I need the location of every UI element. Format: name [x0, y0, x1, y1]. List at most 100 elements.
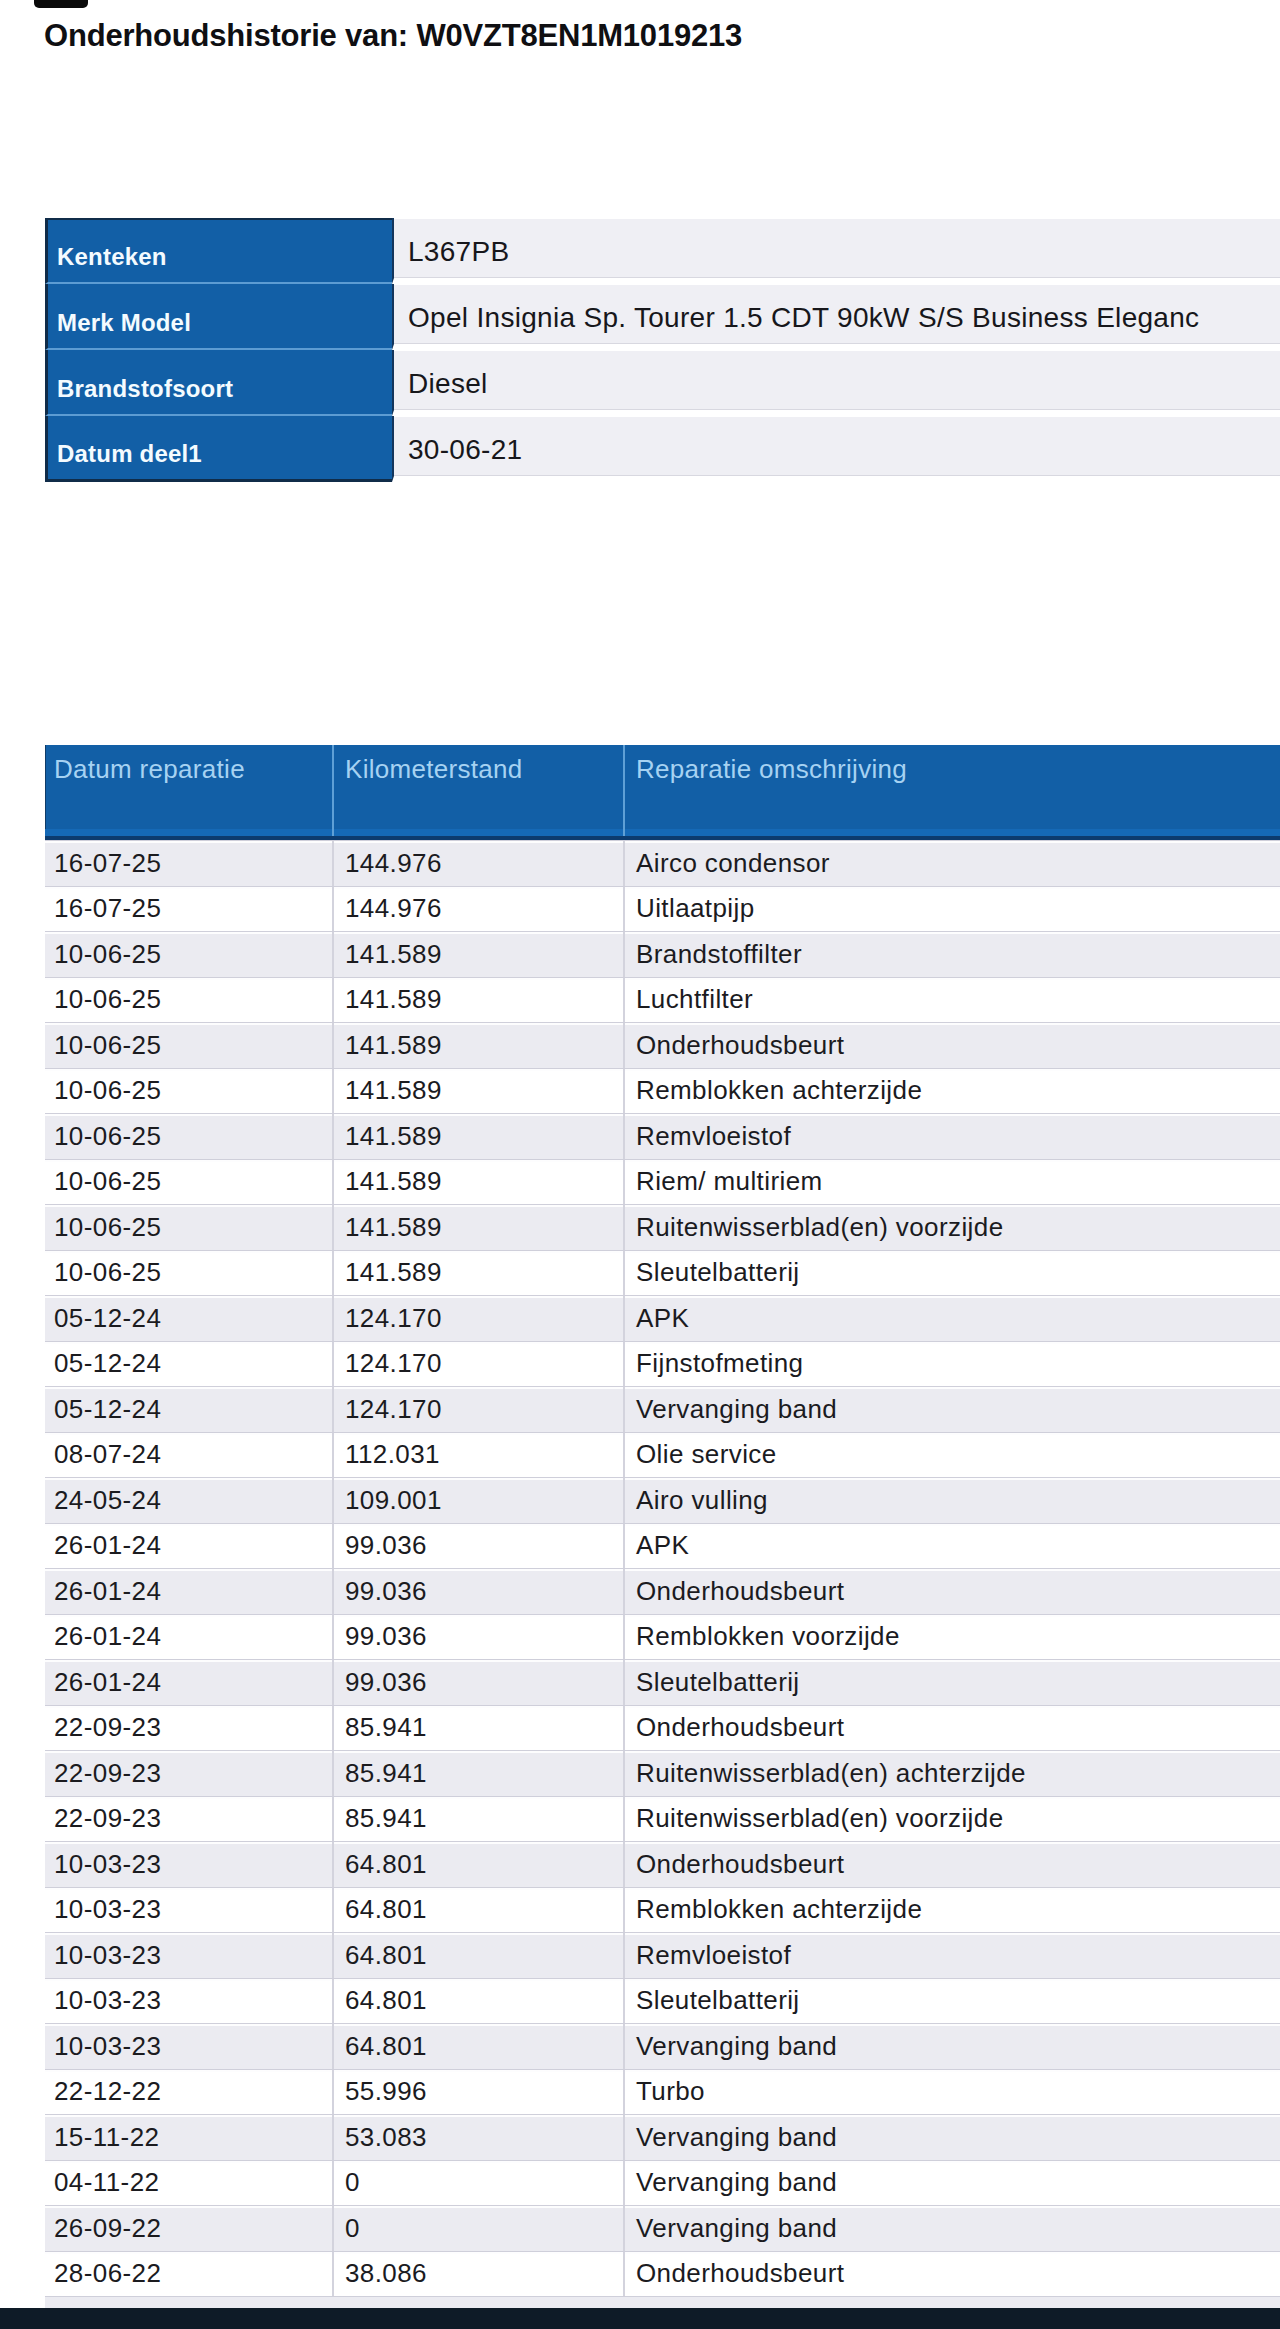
cell-reparatie-omschrijving: APK: [623, 1524, 1280, 1569]
cell-reparatie-omschrijving: Brandstoffilter: [623, 932, 1280, 977]
cell-reparatie-omschrijving: Luchtfilter: [623, 978, 1280, 1023]
cell-reparatie-omschrijving: Onderhoudsbeurt: [623, 2252, 1280, 2297]
column-header-datum-reparatie: Datum reparatie: [45, 745, 332, 836]
cell-datum-reparatie: 16-07-25: [45, 887, 332, 932]
cell-reparatie-omschrijving: Onderhoudsbeurt: [623, 1569, 1280, 1614]
cell-datum-reparatie: 15-11-22: [45, 2115, 332, 2160]
table-row: 05-12-24 124.170 Vervanging band: [45, 1386, 1280, 1432]
cell-datum-reparatie: 26-01-24: [45, 1660, 332, 1705]
cell-kilometerstand: 64.801: [332, 1979, 623, 2024]
cell-datum-reparatie: 22-09-23: [45, 1751, 332, 1796]
table-row: 28-06-22 38.086 Onderhoudsbeurt: [45, 2251, 1280, 2297]
table-row: 10-06-25 141.589 Remblokken achterzijde: [45, 1068, 1280, 1114]
table-row: 08-07-24 112.031 Olie service: [45, 1432, 1280, 1478]
table-row: 10-03-23 64.801 Remblokken achterzijde: [45, 1887, 1280, 1933]
repair-table-header: Datum reparatie Kilometerstand Reparatie…: [45, 745, 1280, 840]
screen-artifact: [34, 0, 88, 8]
cell-reparatie-omschrijving: Ruitenwisserblad(en) voorzijde: [623, 1797, 1280, 1842]
cell-kilometerstand: 141.589: [332, 1114, 623, 1159]
table-row: 10-06-25 141.589 Onderhoudsbeurt: [45, 1022, 1280, 1068]
cell-kilometerstand: 38.086: [332, 2252, 623, 2297]
cell-datum-reparatie: 22-12-22: [45, 2070, 332, 2115]
cell-reparatie-omschrijving: Vervanging band: [623, 1387, 1280, 1432]
cell-kilometerstand: 0: [332, 2206, 623, 2251]
table-row: 10-03-23 64.801 Vervanging band: [45, 2023, 1280, 2069]
vehicle-info-value: L367PB: [392, 218, 1280, 284]
table-row: 22-09-23 85.941 Ruitenwisserblad(en) ach…: [45, 1750, 1280, 1796]
cell-reparatie-omschrijving: Riem/ multiriem: [623, 1160, 1280, 1205]
cell-datum-reparatie: 10-06-25: [45, 1023, 332, 1068]
repair-history-table: Datum reparatie Kilometerstand Reparatie…: [45, 745, 1280, 2309]
cell-reparatie-omschrijving: Vervanging band: [623, 2024, 1280, 2069]
column-header-reparatie-omschrijving: Reparatie omschrijving: [623, 745, 1280, 836]
vehicle-info-value: Opel Insignia Sp. Tourer 1.5 CDT 90kW S/…: [392, 284, 1280, 350]
cell-kilometerstand: 124.170: [332, 1387, 623, 1432]
table-row: 24-05-24 109.001 Airo vulling: [45, 1477, 1280, 1523]
cell-datum-reparatie: 10-03-23: [45, 1888, 332, 1933]
table-row: 26-01-24 99.036 Sleutelbatterij: [45, 1659, 1280, 1705]
cell-datum-reparatie: 10-06-25: [45, 1251, 332, 1296]
cell-kilometerstand: 99.036: [332, 1660, 623, 1705]
cell-reparatie-omschrijving: Remvloeistof: [623, 1114, 1280, 1159]
cell-datum-reparatie: 10-03-23: [45, 1933, 332, 1978]
cell-datum-reparatie: 24-05-24: [45, 1478, 332, 1523]
cell-reparatie-omschrijving: Remblokken achterzijde: [623, 1888, 1280, 1933]
cell-datum-reparatie: 04-11-22: [45, 2161, 332, 2206]
table-row: 10-03-23 64.801 Onderhoudsbeurt: [45, 1841, 1280, 1887]
cell-datum-reparatie: 10-06-25: [45, 1205, 332, 1250]
cell-reparatie-omschrijving: Sleutelbatterij: [623, 1660, 1280, 1705]
cell-kilometerstand: 99.036: [332, 1615, 623, 1660]
vehicle-info-label: Datum deel1: [45, 416, 392, 482]
cell-datum-reparatie: 05-12-24: [45, 1296, 332, 1341]
table-row: 05-12-24 124.170 APK: [45, 1295, 1280, 1341]
table-row: 22-09-23 85.941 Onderhoudsbeurt: [45, 1705, 1280, 1751]
cell-reparatie-omschrijving: Vervanging band: [623, 2115, 1280, 2160]
cell-reparatie-omschrijving: Onderhoudsbeurt: [623, 1842, 1280, 1887]
cell-kilometerstand: 55.996: [332, 2070, 623, 2115]
cell-kilometerstand: 144.976: [332, 887, 623, 932]
table-row: 10-06-25 141.589 Luchtfilter: [45, 977, 1280, 1023]
vehicle-info-label: Merk Model: [45, 284, 392, 350]
cell-datum-reparatie: 10-06-25: [45, 1160, 332, 1205]
cell-reparatie-omschrijving: Sleutelbatterij: [623, 1251, 1280, 1296]
cell-kilometerstand: 141.589: [332, 1205, 623, 1250]
cell-kilometerstand: 141.589: [332, 1069, 623, 1114]
cell-kilometerstand: 99.036: [332, 1524, 623, 1569]
repair-table-body: 16-07-25 144.976 Airco condensor 16-07-2…: [45, 840, 1280, 2296]
cell-datum-reparatie: 10-06-25: [45, 932, 332, 977]
cell-reparatie-omschrijving: Remvloeistof: [623, 1933, 1280, 1978]
table-row: 10-03-23 64.801 Sleutelbatterij: [45, 1978, 1280, 2024]
cell-datum-reparatie: 10-06-25: [45, 1069, 332, 1114]
cell-kilometerstand: 64.801: [332, 1888, 623, 1933]
table-row: 26-01-24 99.036 Onderhoudsbeurt: [45, 1568, 1280, 1614]
cell-datum-reparatie: 08-07-24: [45, 1433, 332, 1478]
cell-reparatie-omschrijving: Ruitenwisserblad(en) voorzijde: [623, 1205, 1280, 1250]
table-row: 26-09-22 0 Vervanging band: [45, 2205, 1280, 2251]
table-row: 04-11-22 0 Vervanging band: [45, 2160, 1280, 2206]
cell-kilometerstand: 141.589: [332, 1023, 623, 1068]
table-row: 10-06-25 141.589 Ruitenwisserblad(en) vo…: [45, 1204, 1280, 1250]
cell-kilometerstand: 85.941: [332, 1751, 623, 1796]
cell-reparatie-omschrijving: Airco condensor: [623, 841, 1280, 886]
cell-datum-reparatie: 22-09-23: [45, 1797, 332, 1842]
cell-datum-reparatie: 10-03-23: [45, 1979, 332, 2024]
vehicle-info-table: Kenteken L367PB Merk Model Opel Insignia…: [45, 218, 1280, 482]
cell-kilometerstand: 64.801: [332, 1842, 623, 1887]
vehicle-info-value: 30-06-21: [392, 416, 1280, 482]
cell-kilometerstand: 112.031: [332, 1433, 623, 1478]
cell-kilometerstand: 0: [332, 2161, 623, 2206]
vehicle-info-row: Datum deel1 30-06-21: [45, 416, 1280, 482]
cell-datum-reparatie: 10-06-25: [45, 1114, 332, 1159]
table-row: 15-11-22 53.083 Vervanging band: [45, 2114, 1280, 2160]
cell-kilometerstand: 53.083: [332, 2115, 623, 2160]
table-row: 22-12-22 55.996 Turbo: [45, 2069, 1280, 2115]
cell-datum-reparatie: 05-12-24: [45, 1342, 332, 1387]
cell-kilometerstand: 141.589: [332, 932, 623, 977]
cell-datum-reparatie: 10-03-23: [45, 2024, 332, 2069]
cell-reparatie-omschrijving: Vervanging band: [623, 2161, 1280, 2206]
table-row: 10-06-25 141.589 Riem/ multiriem: [45, 1159, 1280, 1205]
cell-kilometerstand: 141.589: [332, 978, 623, 1023]
cell-kilometerstand: 99.036: [332, 1569, 623, 1614]
cell-kilometerstand: 64.801: [332, 2024, 623, 2069]
table-row: 22-09-23 85.941 Ruitenwisserblad(en) voo…: [45, 1796, 1280, 1842]
